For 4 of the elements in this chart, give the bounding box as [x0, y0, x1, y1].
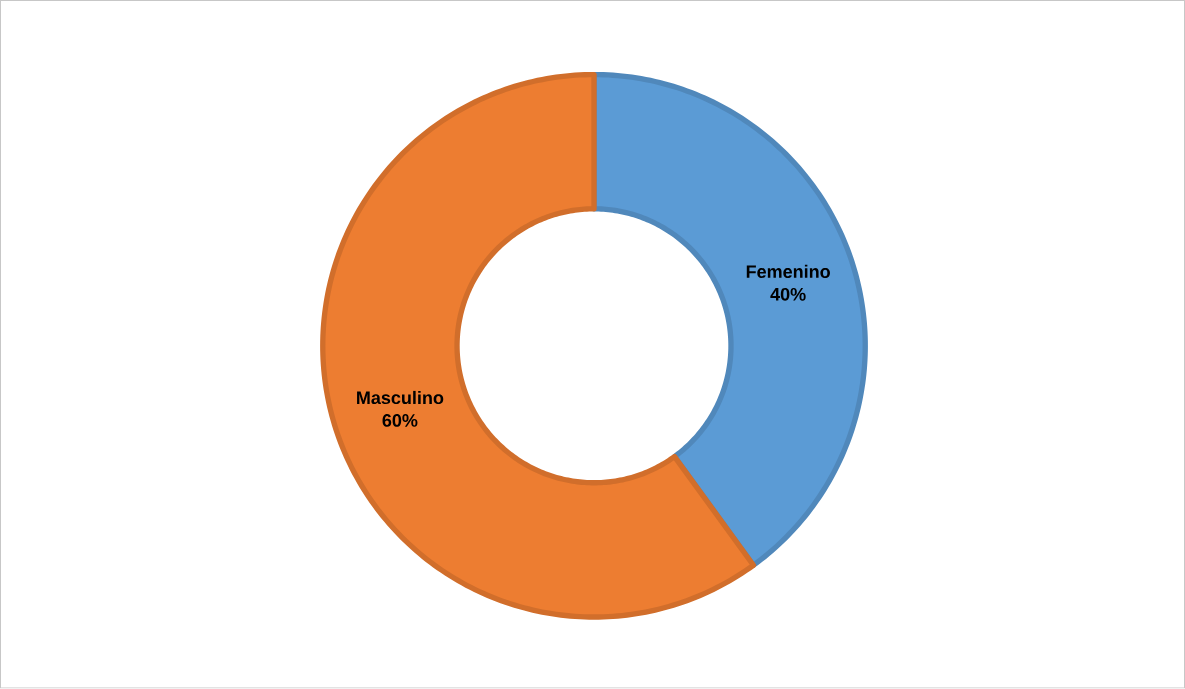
data-label: 60%: [382, 414, 418, 428]
slice-label: Femenino: [746, 264, 830, 279]
slice-label: Masculino: [357, 391, 444, 405]
data-label: 40%: [770, 288, 806, 301]
